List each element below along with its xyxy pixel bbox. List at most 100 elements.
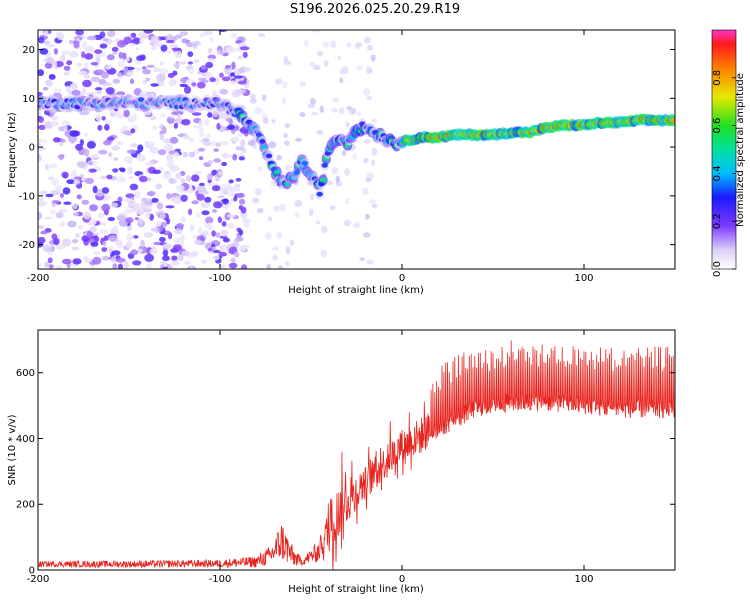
x-tick-label: 0 (399, 574, 405, 585)
spectrogram-noise-blob (124, 156, 133, 163)
spectrogram-noise-blob (59, 192, 65, 199)
spectrogram-noise-blob (174, 228, 183, 235)
spectrogram-noise-blob (272, 254, 278, 261)
spectrogram-noise-blob (322, 41, 330, 48)
spectrogram-noise-blob (145, 210, 151, 219)
spectrogram-noise-blob (213, 201, 223, 209)
spectrogram-noise-blob (191, 250, 199, 257)
spectrogram-noise-blob (310, 193, 315, 201)
spectrogram-noise-blob (183, 85, 192, 94)
spectrogram-noise-blob (309, 61, 317, 67)
spectrogram-noise-blob (83, 75, 91, 79)
spectrogram-noise-blob (231, 33, 238, 39)
spectrogram-noise-blob (68, 134, 78, 143)
spectrogram-noise-blob (205, 133, 211, 140)
spectrogram-noise-blob (221, 230, 228, 237)
spectrogram-noise-blob (135, 190, 141, 199)
spectrogram-noise-blob (173, 152, 180, 159)
spectrogram-noise-blob (45, 193, 54, 198)
spectrogram-noise-blob (242, 51, 248, 59)
spectrogram-noise-blob (331, 108, 338, 113)
spectrogram-noise-blob (193, 59, 200, 63)
spectrogram-noise-blob (141, 66, 147, 70)
spectrogram-y-axis: -20 -10 0 10 20 (19, 45, 675, 251)
spectrogram-noise-blob (81, 199, 90, 205)
spectrogram-noise-blob (198, 120, 203, 126)
spectrogram-noise-blob (250, 93, 256, 101)
spectrogram-noise-blob (101, 71, 109, 79)
spectrogram-noise-blob (101, 255, 110, 261)
spectrogram-noise-blob (53, 88, 62, 94)
spectrogram-noise-blob (185, 175, 192, 182)
spectrogram-noise-blob (213, 148, 219, 152)
spectrogram-noise-blob (363, 232, 371, 238)
spectrogram-ridge-blob (670, 118, 675, 124)
spectrogram-noise-blob (137, 248, 144, 253)
spectrogram-noise-blob (192, 234, 198, 239)
spectrogram-noise-blob (197, 81, 206, 89)
spectrogram-noise-blob (71, 89, 81, 96)
spectrogram-noise-blob (73, 212, 79, 217)
spectrogram-noise-blob (81, 235, 89, 242)
spectrogram-noise-blob (235, 146, 245, 151)
spectrogram-noise-blob (149, 146, 159, 154)
spectrogram-ridge-blob (301, 160, 309, 166)
spectrogram-noise-blob (92, 232, 99, 237)
spectrogram-noise-blob (111, 250, 121, 256)
spectrogram-noise-blob (199, 132, 206, 138)
spectrogram-noise-blob (75, 143, 83, 151)
spectrogram-noise-blob (38, 211, 43, 220)
spectrogram-noise-blob (53, 238, 60, 246)
spectrogram-noise-blob (316, 129, 324, 135)
spectrogram-noise-blob (212, 110, 219, 118)
spectrogram-noise-blob (97, 124, 103, 131)
spectrogram-noise-blob (133, 88, 142, 96)
spectrogram-noise-blob (145, 262, 153, 269)
spectrogram-noise-blob (83, 132, 89, 137)
y-tick-label: 400 (16, 434, 35, 445)
spectrogram-noise-blob (39, 196, 44, 203)
spectrogram-noise-blob (77, 225, 84, 230)
spectrogram-noise-blob (83, 255, 88, 263)
spectrogram-noise-blob (65, 85, 71, 93)
spectrogram-noise-blob (158, 149, 166, 156)
spectrogram-noise-blob (123, 109, 130, 118)
spectrogram-noise-blob (103, 140, 112, 146)
spectrogram-noise-blob (96, 69, 105, 74)
spectrogram-noise-blob (149, 213, 154, 221)
spectrogram-noise-blob (48, 264, 54, 269)
spectrogram-noise-blob (56, 265, 62, 269)
spectrogram-noise-blob (134, 217, 139, 221)
spectrogram-noise-blob (119, 168, 126, 173)
spectrogram-noise-blob (150, 227, 160, 232)
spectrogram-noise-blob (215, 232, 221, 238)
figure-title: S196.2026.025.20.29.R19 (289, 2, 461, 17)
spectrogram-noise-blob (279, 203, 286, 212)
spectrogram-noise-blob (232, 153, 238, 161)
spectrogram-noise-blob (284, 164, 292, 172)
spectrogram-noise-blob (55, 211, 64, 219)
spectrogram-noise-blob (130, 143, 138, 148)
spectrogram-noise-blob (38, 236, 46, 244)
spectrogram-noise-blob (234, 68, 242, 75)
spectrogram-noise-blob (52, 200, 61, 204)
spectrogram-noise-blob (42, 86, 49, 91)
spectrogram-noise-blob (40, 230, 48, 235)
spectrogram-noise-blob (181, 119, 191, 126)
spectrogram-noise-blob (171, 255, 178, 261)
spectrogram-noise-blob (38, 111, 42, 117)
spectrogram-noise-blob (284, 123, 291, 129)
spectrogram-noise-blob (294, 199, 303, 207)
spectrogram-noise-blob (130, 128, 136, 134)
spectrogram-noise-blob (129, 183, 139, 191)
spectrogram-noise-blob (169, 115, 175, 119)
spectrogram-noise-blob (116, 176, 126, 183)
spectrogram-noise-blob (338, 107, 345, 115)
y-tick-label: 0 (29, 143, 35, 154)
spectrogram-noise-blob (276, 231, 283, 239)
spectrogram-noise-blob (45, 79, 53, 87)
spectrogram-noise-blob (92, 185, 98, 194)
spectrogram-noise-blob (46, 57, 55, 64)
spectrogram-noise-blob (230, 257, 236, 263)
